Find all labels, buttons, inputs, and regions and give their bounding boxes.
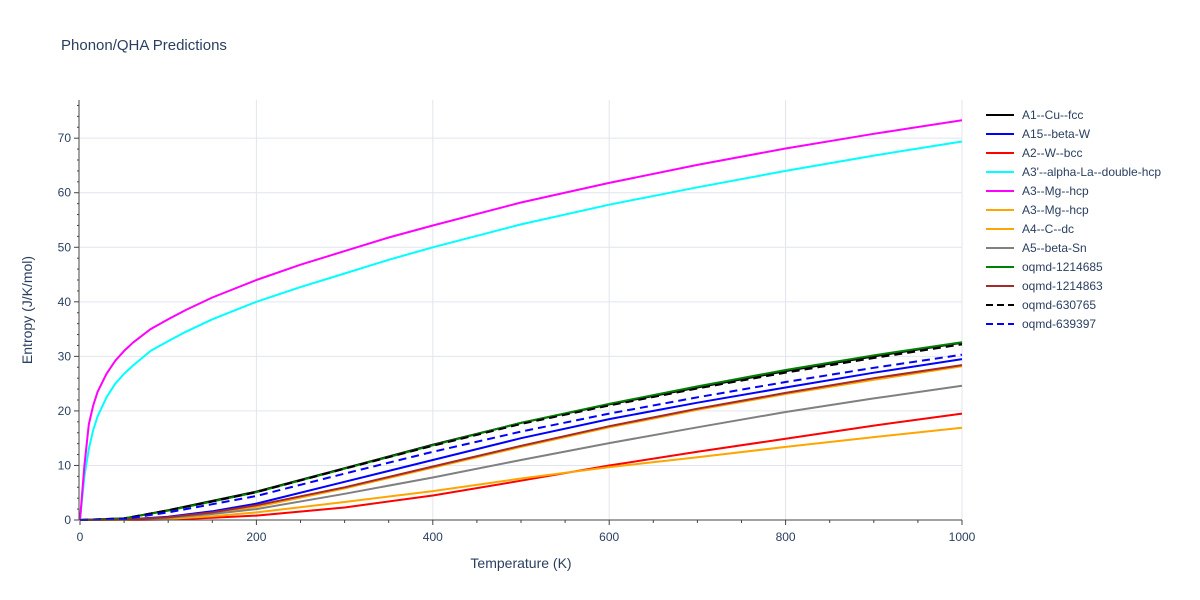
legend-label: oqmd-1214863 — [1022, 279, 1103, 293]
y-tick-label: 40 — [58, 295, 72, 309]
series-lines — [79, 119, 963, 521]
chart-title: Phonon/QHA Predictions — [61, 37, 227, 54]
x-tick-label: 600 — [599, 530, 619, 544]
legend-label: A15--beta-W — [1022, 127, 1091, 141]
legend-label: A4--C--dc — [1022, 222, 1074, 236]
series-line-9 — [79, 364, 963, 521]
legend-item-0[interactable]: A1--Cu--fcc — [986, 108, 1083, 122]
x-tick-label: 800 — [776, 530, 796, 544]
legend-item-8[interactable]: oqmd-1214685 — [986, 260, 1103, 274]
series-line-3 — [79, 140, 963, 521]
series-line-4 — [79, 119, 963, 521]
y-tick-label: 0 — [64, 513, 71, 527]
x-tick-label: 200 — [246, 530, 266, 544]
x-axis-title: Temperature (K) — [470, 555, 571, 571]
legend-label: A3'--alpha-La--double-hcp — [1022, 165, 1161, 179]
legend-item-10[interactable]: oqmd-630765 — [986, 298, 1096, 312]
legend-item-7[interactable]: A5--beta-Sn — [986, 241, 1087, 255]
y-tick-label: 70 — [58, 131, 72, 145]
y-tick-label: 60 — [58, 186, 72, 200]
legend-label: A1--Cu--fcc — [1022, 108, 1083, 122]
legend-label: A2--W--bcc — [1022, 146, 1082, 160]
legend-label: oqmd-1214685 — [1022, 260, 1103, 274]
legend-label: oqmd-639397 — [1022, 317, 1096, 331]
series-line-10 — [79, 343, 963, 521]
x-tick-label: 400 — [423, 530, 443, 544]
x-tick-label: 0 — [77, 530, 84, 544]
legend-item-9[interactable]: oqmd-1214863 — [986, 279, 1103, 293]
y-tick-label: 20 — [58, 404, 72, 418]
legend-item-5[interactable]: A3--Mg--hcp — [986, 203, 1089, 217]
legend-item-3[interactable]: A3'--alpha-La--double-hcp — [986, 165, 1161, 179]
series-line-5 — [80, 426, 963, 521]
legend-item-1[interactable]: A15--beta-W — [986, 127, 1091, 141]
gridlines — [80, 100, 963, 520]
y-tick-label: 10 — [58, 458, 72, 472]
legend-label: A3--Mg--hcp — [1022, 184, 1089, 198]
axes: 0 200 400 600 800 1000 0 10 20 30 40 50 60 70 — [58, 100, 976, 544]
y-axis-title: Entropy (J/K/mol) — [19, 256, 35, 364]
legend-label: A3--Mg--hcp — [1022, 203, 1089, 217]
y-tick-label: 50 — [58, 240, 72, 254]
legend-item-11[interactable]: oqmd-639397 — [986, 317, 1096, 331]
series-line-11 — [79, 353, 963, 521]
legend-label: A5--beta-Sn — [1022, 241, 1087, 255]
legend[interactable]: A1--Cu--fcc A15--beta-W A2--W--bcc A3'--alp… — [986, 108, 1161, 331]
x-tick-label: 1000 — [949, 530, 976, 544]
legend-label: oqmd-630765 — [1022, 298, 1096, 312]
legend-item-4[interactable]: A3--Mg--hcp — [986, 184, 1089, 198]
series-line-8 — [79, 341, 963, 521]
legend-item-2[interactable]: A2--W--bcc — [986, 146, 1082, 160]
y-tick-label: 30 — [58, 349, 72, 363]
legend-item-6[interactable]: A4--C--dc — [986, 222, 1074, 236]
